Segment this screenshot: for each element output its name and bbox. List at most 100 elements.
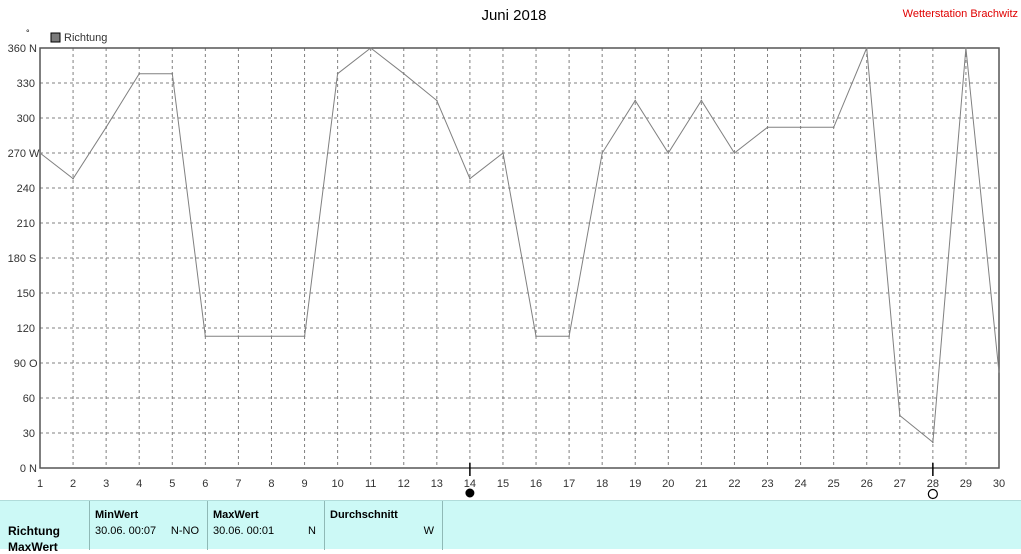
- moon-markers: [465, 463, 938, 500]
- data-point: [998, 371, 1000, 374]
- y-tick-label: 150: [17, 288, 35, 300]
- data-point: [502, 152, 504, 154]
- data-point: [700, 99, 703, 102]
- min-value-direction: N-NO: [170, 525, 199, 537]
- stats-row-label-2: MaxWert: [8, 540, 58, 554]
- y-tick-direction: W: [29, 148, 40, 160]
- y-tick-label: 300: [17, 113, 35, 125]
- data-point: [766, 126, 769, 129]
- x-tick-label: 23: [761, 478, 773, 490]
- data-point: [39, 152, 41, 154]
- min-value-header: MinWert: [95, 509, 139, 521]
- data-point: [568, 335, 570, 337]
- max-value-direction: N: [308, 525, 316, 537]
- data-point: [303, 335, 306, 337]
- min-value-column: MinWert 30.06. 00:07 N-NO: [89, 501, 207, 550]
- y-tick-label: 60: [23, 393, 35, 405]
- new-moon-icon: [465, 488, 475, 498]
- stats-divider: [442, 501, 443, 550]
- x-tick-label: 7: [235, 478, 241, 490]
- data-point: [601, 152, 603, 154]
- x-tick-label: 29: [960, 478, 972, 490]
- x-tick-label: 25: [828, 478, 840, 490]
- x-tick-label: 4: [136, 478, 142, 490]
- y-tick-direction: N: [29, 43, 37, 55]
- y-tick-label: 0: [20, 463, 26, 475]
- series-line-richtung: [39, 47, 1000, 444]
- x-tick-label: 22: [728, 478, 740, 490]
- x-tick-label: 28: [927, 478, 939, 490]
- y-tick-label: 270: [8, 148, 26, 160]
- x-tick-label: 18: [596, 478, 608, 490]
- average-direction: W: [423, 525, 434, 537]
- data-point: [469, 177, 471, 180]
- data-point: [535, 335, 537, 337]
- x-tick-label: 11: [365, 478, 376, 490]
- x-tick-label: 13: [431, 478, 443, 490]
- y-tick-label: 330: [17, 78, 35, 90]
- data-point: [965, 47, 967, 49]
- x-tick-label: 8: [268, 478, 274, 490]
- data-point: [105, 126, 107, 129]
- stats-panel: Richtung MaxWert MinWert 30.06. 00:07 N-…: [0, 500, 1021, 554]
- y-tick-label: 240: [17, 183, 35, 195]
- y-tick-direction: O: [29, 358, 38, 370]
- x-tick-label: 21: [695, 478, 707, 490]
- x-tick-label: 6: [202, 478, 208, 490]
- stats-row-label: Richtung: [8, 524, 60, 538]
- x-tick-label: 1: [37, 478, 43, 490]
- station-name: Wetterstation Brachwitz: [903, 8, 1018, 20]
- y-tick-label: 180: [8, 253, 26, 265]
- x-tick-label: 27: [894, 478, 906, 490]
- data-point: [634, 99, 637, 102]
- x-tick-label: 24: [794, 478, 806, 490]
- x-tick-label: 12: [398, 478, 410, 490]
- data-point: [369, 47, 372, 49]
- grid: [40, 48, 999, 468]
- y-tick-direction: N: [29, 463, 37, 475]
- x-tick-label: 10: [331, 478, 343, 490]
- x-tick-label: 26: [861, 478, 873, 490]
- series-layer: [39, 47, 1000, 444]
- plot-frame: [39, 47, 1000, 469]
- y-tick-label: 120: [17, 323, 35, 335]
- unit-symbol: °: [26, 28, 30, 38]
- y-tick-label: 30: [23, 428, 35, 440]
- max-value-header: MaxWert: [213, 509, 259, 521]
- chart-title: Juni 2018: [481, 7, 546, 24]
- average-column: Durchschnitt W: [324, 501, 442, 550]
- data-point: [865, 47, 868, 49]
- data-point: [799, 126, 802, 129]
- data-point: [270, 335, 273, 337]
- data-point: [402, 72, 405, 75]
- x-tick-label: 30: [993, 478, 1005, 490]
- legend-swatch: [50, 32, 61, 43]
- y-tick-direction: S: [29, 253, 36, 265]
- x-tick-label: 3: [103, 478, 109, 490]
- y-tick-label: 360: [8, 43, 26, 55]
- data-point: [436, 99, 438, 102]
- max-value-date: 30.06. 00:01: [213, 525, 275, 537]
- data-point: [171, 72, 174, 75]
- data-point: [832, 126, 835, 129]
- data-point: [898, 414, 901, 417]
- x-tick-label: 20: [662, 478, 674, 490]
- average-header: Durchschnitt: [330, 509, 398, 521]
- data-point: [204, 335, 207, 337]
- x-tick-label: 14: [464, 478, 476, 490]
- wind-direction-chart: Juni 2018 Wetterstation Brachwitz ° Rich…: [8, 7, 1018, 500]
- y-tick-label: 90: [14, 358, 26, 370]
- x-tick-label: 15: [497, 478, 509, 490]
- data-point: [932, 441, 934, 444]
- x-tick-label: 9: [301, 478, 307, 490]
- x-tick-label: 16: [530, 478, 542, 490]
- min-value-date: 30.06. 00:07: [95, 525, 157, 537]
- full-moon-icon: [927, 488, 938, 500]
- x-tick-label: 17: [563, 478, 575, 490]
- x-tick-label: 2: [70, 478, 76, 490]
- data-point: [138, 72, 141, 75]
- data-point: [336, 72, 339, 75]
- data-point: [72, 177, 74, 180]
- x-tick-label: 19: [629, 478, 641, 490]
